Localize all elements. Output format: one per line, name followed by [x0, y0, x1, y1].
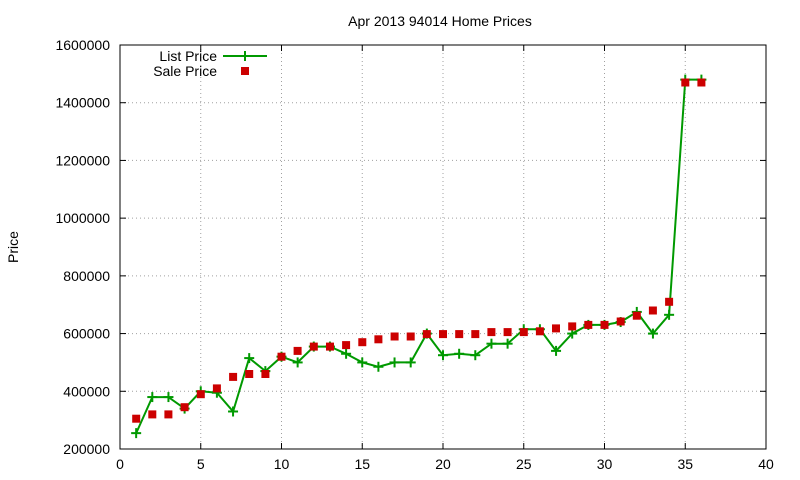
x-tick-label: 15	[354, 456, 370, 472]
sale-price-point	[584, 320, 593, 329]
y-tick-label: 800000	[63, 268, 110, 284]
list-price-point	[389, 357, 400, 368]
y-tick-label: 1400000	[55, 95, 110, 111]
sale-price-point	[535, 327, 544, 336]
sale-price-point	[455, 330, 464, 339]
sale-price-point	[196, 390, 205, 399]
series-marks	[131, 74, 707, 439]
list-price-point	[405, 357, 416, 368]
sale-price-point	[277, 352, 286, 361]
sale-price-point	[648, 306, 657, 315]
list-price-point	[551, 345, 562, 356]
sale-price-point	[632, 311, 641, 320]
list-price-point	[147, 392, 158, 403]
sale-price-point	[390, 332, 399, 341]
legend-marker-sale-price	[241, 67, 249, 75]
sale-price-point	[229, 372, 238, 381]
x-tick-label: 40	[758, 456, 774, 472]
list-price-point	[438, 350, 448, 361]
sale-price-point	[503, 328, 512, 337]
legend-label-list-price: List Price	[159, 48, 217, 64]
list-price-point	[647, 328, 658, 339]
sale-price-point	[681, 78, 690, 87]
sale-price-point	[519, 328, 528, 337]
list-price-point	[373, 361, 384, 372]
y-tick-label: 600000	[63, 326, 110, 342]
sale-price-point	[600, 320, 609, 329]
sale-price-point	[487, 328, 496, 337]
list-price-point	[502, 338, 513, 349]
sale-price-point	[422, 330, 431, 339]
x-tick-label: 20	[435, 456, 451, 472]
sale-price-point	[439, 330, 447, 339]
sale-price-point	[568, 322, 577, 331]
sale-price-point	[616, 317, 625, 326]
list-price-point	[244, 353, 255, 364]
sale-price-point	[132, 414, 141, 423]
list-price-point	[470, 350, 481, 361]
y-tick-label: 1200000	[55, 152, 110, 168]
x-tick-label: 10	[274, 456, 290, 472]
x-tick-label: 5	[197, 456, 205, 472]
sale-price-point	[697, 78, 706, 87]
sale-price-point	[471, 330, 480, 339]
sale-price-point	[406, 332, 415, 341]
list-price-point	[292, 357, 303, 368]
x-tick-label: 0	[116, 456, 124, 472]
legend: List Price Sale Price	[153, 48, 267, 79]
sale-price-point	[665, 297, 674, 306]
legend-marker-list-price	[240, 51, 250, 61]
list-price-point	[454, 348, 465, 359]
list-price-point	[357, 357, 368, 368]
chart-title: Apr 2013 94014 Home Prices	[348, 13, 532, 29]
sale-price-point	[261, 370, 270, 378]
sale-price-point	[180, 403, 189, 412]
sale-price-point	[212, 384, 221, 393]
list-price-point	[163, 392, 174, 403]
grid-lines	[120, 45, 766, 449]
sale-price-point	[358, 338, 367, 347]
sale-price-point	[309, 342, 318, 351]
sale-price-point	[374, 335, 383, 344]
sale-price-point	[552, 324, 560, 333]
y-tick-label: 1000000	[55, 210, 110, 226]
sale-price-point	[164, 410, 173, 419]
list-price-point	[131, 428, 142, 439]
list-price-point	[664, 309, 675, 320]
list-price-point	[341, 348, 352, 359]
y-tick-label: 1600000	[55, 37, 110, 53]
list-price-point	[486, 338, 497, 349]
y-tick-label: 200000	[63, 441, 110, 457]
y-tick-label: 400000	[63, 383, 110, 399]
x-tick-label: 30	[597, 456, 613, 472]
sale-price-point	[245, 370, 254, 378]
x-tick-label: 25	[516, 456, 532, 472]
sale-price-point	[326, 342, 334, 351]
y-axis-label: Price	[5, 231, 21, 263]
list-price-point	[228, 406, 239, 417]
sale-price-point	[293, 346, 302, 355]
sale-price-point	[342, 341, 351, 350]
legend-label-sale-price: Sale Price	[153, 63, 217, 79]
axes: 0 5 10 15 20 25 30 35 40 200000 400000 600000 800000…	[55, 37, 774, 472]
x-tick-label: 35	[677, 456, 693, 472]
sale-price-point	[148, 410, 157, 419]
